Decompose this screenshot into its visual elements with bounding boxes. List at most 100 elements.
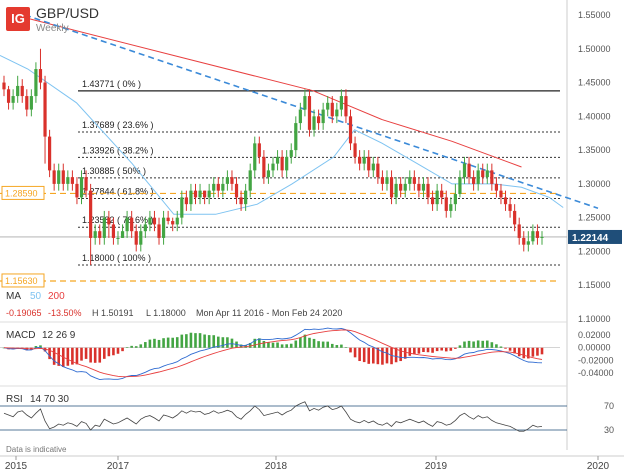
macd-histogram-bar: [52, 347, 56, 365]
candle-body: [70, 177, 74, 184]
macd-histogram-bar: [353, 347, 357, 358]
fib-label: 1.30885 ( 50% ): [82, 166, 146, 176]
candle-body: [79, 177, 84, 198]
candle-body: [367, 156, 371, 171]
candle-body: [52, 170, 56, 184]
y-tick-label: 1.30000: [578, 179, 611, 189]
macd-histogram-bar: [321, 341, 325, 348]
macd-histogram-bar: [89, 347, 92, 363]
candle-body: [467, 163, 471, 178]
candle-body: [248, 170, 252, 191]
candle-body: [362, 156, 366, 164]
macd-histogram-bar: [221, 337, 225, 348]
level-tag-label: 1.28590: [5, 188, 38, 198]
macd-tick-label: -0.02000: [578, 355, 614, 365]
candle-body: [266, 170, 271, 178]
candle-body: [234, 183, 239, 198]
candle-body: [102, 217, 106, 238]
candle-body: [421, 183, 426, 191]
level-tag: [1, 185, 45, 200]
x-tick-label: 2017: [107, 461, 130, 472]
candle-body: [440, 190, 444, 198]
macd-histogram-bar: [289, 343, 293, 348]
macd-histogram-bar: [98, 347, 102, 363]
chart-subtitle: Weekly: [36, 23, 69, 34]
candle-body: [330, 102, 334, 117]
candle-body: [517, 224, 521, 238]
y-tick-label: 1.25000: [578, 213, 611, 223]
macd-histogram-bar: [467, 340, 471, 348]
macd-histogram-bar: [148, 339, 152, 348]
candle-body: [212, 183, 216, 191]
macd-histogram-bar: [267, 342, 270, 348]
macd-histogram-bar: [48, 347, 51, 360]
stat-change: -0.19065: [6, 308, 42, 318]
candle-body: [312, 116, 316, 130]
fib-label: 1.27844 ( 61.8% ): [82, 186, 154, 196]
candle-body: [203, 190, 207, 198]
macd-histogram-bar: [144, 342, 147, 348]
macd-histogram-bar: [75, 347, 79, 365]
candle-body: [490, 170, 494, 184]
rsi-params: 14 70 30: [30, 394, 69, 405]
macd-histogram-bar: [57, 347, 61, 366]
candle-body: [508, 204, 512, 211]
candle-body: [171, 221, 175, 225]
macd-histogram-bar: [372, 347, 375, 364]
candle-body: [25, 96, 29, 110]
candle-body: [244, 190, 248, 205]
macd-histogram-bar: [34, 346, 38, 348]
candle-body: [134, 231, 138, 245]
candle-body: [280, 156, 284, 171]
candle-body: [29, 96, 33, 110]
macd-histogram-bar: [472, 341, 475, 348]
macd-label: MACD: [6, 330, 35, 341]
macd-histogram-bar: [253, 338, 257, 348]
y-tick-label: 1.45000: [578, 78, 611, 88]
macd-histogram-bar: [258, 338, 261, 348]
macd-histogram-bar: [381, 347, 384, 365]
candle-body: [321, 109, 325, 124]
macd-histogram-bar: [139, 344, 143, 348]
macd-histogram-bar: [440, 347, 443, 351]
macd-histogram-bar: [367, 347, 371, 364]
candle-body: [175, 217, 179, 225]
candle-body: [348, 116, 353, 144]
candle-body: [139, 231, 143, 245]
candle-body: [66, 177, 70, 184]
macd-histogram-bar: [413, 347, 416, 355]
candle-body: [462, 163, 467, 178]
macd-histogram-bar: [463, 341, 466, 348]
macd-tick-label: 0.02000: [578, 330, 611, 340]
fib-label: 1.33926 ( 38.2% ): [82, 145, 154, 155]
downtrend-line: [24, 14, 599, 209]
macd-histogram-bar: [71, 347, 74, 365]
candle-body: [344, 96, 348, 117]
macd-histogram-bar: [66, 347, 70, 366]
candle-body: [120, 231, 125, 238]
macd-histogram-bar: [399, 347, 402, 362]
macd-signal-line: [3, 329, 543, 378]
macd-histogram-bar: [490, 342, 494, 348]
candle-body: [285, 156, 289, 171]
rsi-label: RSI: [6, 394, 23, 405]
macd-histogram-bar: [285, 344, 288, 348]
candle-body: [289, 150, 293, 157]
macd-params: 12 26 9: [42, 330, 76, 341]
candle-body: [535, 231, 540, 238]
macd-histogram-bar: [303, 334, 307, 348]
macd-histogram-bar: [317, 341, 320, 348]
candle-body: [307, 96, 312, 130]
macd-histogram-bar: [517, 347, 521, 357]
stat-range: Mon Apr 11 2016 - Mon Feb 24 2020: [196, 308, 342, 318]
macd-histogram-bar: [134, 346, 138, 348]
candle-body: [412, 177, 416, 184]
macd-histogram-bar: [495, 344, 498, 348]
y-tick-label: 1.50000: [578, 44, 611, 54]
macd-histogram-bar: [527, 347, 530, 359]
candle-body: [526, 241, 530, 245]
macd-histogram-bar: [39, 345, 42, 348]
stat-change-pct: -13.50%: [48, 308, 82, 318]
footer-note: Data is indicative: [6, 445, 67, 454]
fib-label: 1.23582 ( 78.6% ): [82, 215, 154, 225]
